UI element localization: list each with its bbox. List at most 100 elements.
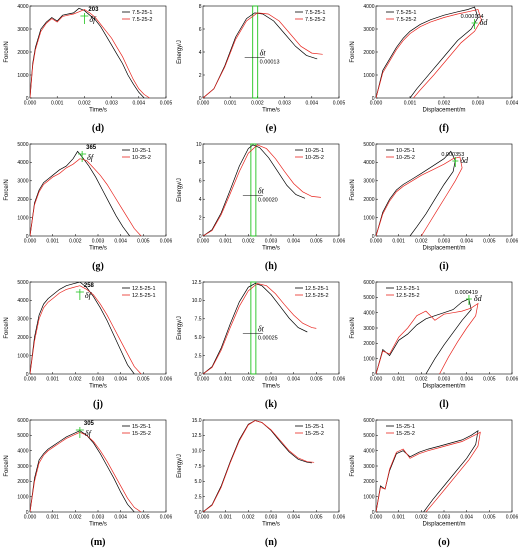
- y-axis-label: Energy/J: [177, 316, 183, 340]
- series-line-2: [30, 158, 142, 236]
- y-tick-label: 5000: [17, 142, 28, 148]
- chart-panel-g: 0.000 0.001 0.002 0.003 0.004 0.005 0.006 0 1000…: [4, 142, 172, 252]
- series-line-2: [376, 156, 463, 236]
- panel-letter: (n): [264, 537, 278, 548]
- panel-letter: (f): [439, 123, 449, 134]
- y-tick-label: 4000: [363, 448, 374, 454]
- y-tick-label: 6000: [363, 280, 374, 286]
- y-tick-label: 5000: [363, 142, 374, 148]
- legend-label: 15-25-1: [396, 424, 415, 430]
- x-tick-label: 0.001: [404, 101, 417, 107]
- x-tick-label: 0.005: [483, 377, 496, 383]
- legend-label: 12.5-25-1: [132, 286, 156, 292]
- x-tick-label: 0.006: [506, 377, 518, 383]
- delta-t-symbol: δt: [258, 187, 265, 196]
- x-tick-label: 0.002: [438, 101, 451, 107]
- series-line-1: [203, 144, 306, 236]
- x-tick-label: 0.006: [333, 515, 345, 521]
- delta-f-symbol: δf: [85, 291, 93, 300]
- x-tick-label: 0.001: [46, 515, 59, 521]
- y-tick-label: 1000: [17, 73, 28, 79]
- y-tick-label: 4000: [363, 310, 374, 316]
- series-line-2: [30, 431, 142, 512]
- x-tick-label: 0.001: [392, 377, 405, 383]
- x-tick-label: 0.001: [51, 101, 64, 107]
- x-tick-label: 0.000: [24, 101, 37, 107]
- legend-label: 10-25-2: [132, 155, 151, 161]
- y-tick-label: 0: [372, 96, 375, 102]
- panel-letter: (i): [439, 261, 449, 272]
- y-tick-label: 10.0: [192, 298, 202, 304]
- legend-label: 12.5-25-1: [132, 293, 156, 299]
- x-tick-label: 0.001: [46, 239, 59, 245]
- delta-t-value: 0.00013: [260, 60, 280, 66]
- x-axis-label: Time/s: [262, 108, 280, 114]
- x-tick-label: 0.004: [460, 239, 473, 245]
- legend-label: 15-25-1: [305, 424, 324, 430]
- x-axis-label: Time/s: [262, 384, 280, 390]
- y-tick-label: 3000: [363, 179, 374, 185]
- x-axis-label: Time/s: [262, 246, 280, 252]
- y-tick-label: 5000: [363, 433, 374, 439]
- x-tick-label: 0.003: [278, 101, 291, 107]
- x-axis-label: Time/s: [89, 108, 107, 114]
- x-tick-label: 0.005: [137, 515, 150, 521]
- x-tick-label: 0.003: [265, 515, 278, 521]
- delta-f-symbol: δf: [87, 153, 95, 162]
- panel-letter: (m): [90, 537, 106, 548]
- y-axis-label: Force/N: [350, 179, 356, 200]
- delta-d-value: 0.000419: [455, 290, 478, 296]
- series-line-2: [203, 144, 321, 236]
- legend-label: 15-25-2: [132, 431, 151, 437]
- x-tick-label: 0.002: [69, 239, 82, 245]
- series-line-1: [376, 298, 472, 374]
- panel-letter: (j): [93, 399, 103, 410]
- x-tick-label: 0.002: [242, 515, 255, 521]
- x-tick-label: 0.006: [160, 377, 172, 383]
- y-tick-label: 5000: [17, 280, 28, 286]
- series-line-1: [30, 7, 145, 98]
- series-line-1: [30, 282, 135, 374]
- chart-panel-k: 0.000 0.001 0.002 0.003 0.004 0.005 0.006 0.0 2.…: [177, 280, 345, 390]
- chart-panel-i: 0.000 0.001 0.002 0.003 0.004 0.005 0.006 0 1000…: [350, 142, 518, 252]
- delta-t-symbol: δt: [260, 49, 267, 58]
- y-tick-label: 4000: [17, 298, 28, 304]
- x-tick-label: 0.006: [160, 239, 172, 245]
- legend-label: 12.5-25-2: [305, 293, 329, 299]
- y-axis-label: Energy/J: [177, 178, 183, 202]
- delta-f-value: 365: [86, 145, 97, 151]
- x-tick-label: 0.004: [114, 515, 127, 521]
- y-tick-label: 8: [199, 160, 202, 166]
- chart-panel-h: 0.000 0.001 0.002 0.003 0.004 0.005 0.006 0 2 4 6 8…: [177, 142, 345, 252]
- series-line-1: [203, 283, 308, 374]
- legend-label: 10-25-1: [396, 148, 415, 154]
- y-tick-label: 5.0: [195, 479, 202, 485]
- y-tick-label: 4000: [363, 160, 374, 166]
- x-tick-label: 0.004: [306, 101, 319, 107]
- y-tick-label: 2000: [363, 341, 374, 347]
- x-tick-label: 0.005: [137, 377, 150, 383]
- chart-panel-d: 0.000 0.001 0.002 0.003 0.004 0.005 0 1000 2000 3…: [4, 4, 172, 114]
- y-axis-label: Force/N: [350, 317, 356, 338]
- y-axis-label: Force/N: [4, 41, 10, 62]
- x-tick-label: 0.005: [160, 101, 172, 107]
- series-line-2: [376, 431, 481, 512]
- delta-f-symbol: δf: [89, 15, 97, 24]
- panel-letter: (g): [92, 261, 104, 272]
- y-tick-label: 4: [199, 197, 202, 203]
- x-tick-label: 0.004: [287, 239, 300, 245]
- x-tick-label: 0.001: [46, 377, 59, 383]
- delta-f-value: 258: [84, 283, 95, 289]
- legend-label: 10-25-2: [396, 155, 415, 161]
- y-tick-label: 5000: [17, 433, 28, 439]
- chart-panel-f: 0.000 0.001 0.002 0.003 0.004 0 1000 2000 3000 40…: [350, 4, 518, 114]
- x-tick-label: 0.005: [333, 101, 345, 107]
- x-tick-label: 0.002: [242, 239, 255, 245]
- y-tick-label: 1000: [363, 215, 374, 221]
- chart-panel-j: 0.000 0.001 0.002 0.003 0.004 0.005 0.006 0 1000…: [4, 280, 172, 390]
- y-axis-label: Energy/J: [177, 454, 183, 478]
- x-tick-label: 0.004: [287, 515, 300, 521]
- x-tick-label: 0.006: [333, 239, 345, 245]
- y-tick-label: 4000: [17, 160, 28, 166]
